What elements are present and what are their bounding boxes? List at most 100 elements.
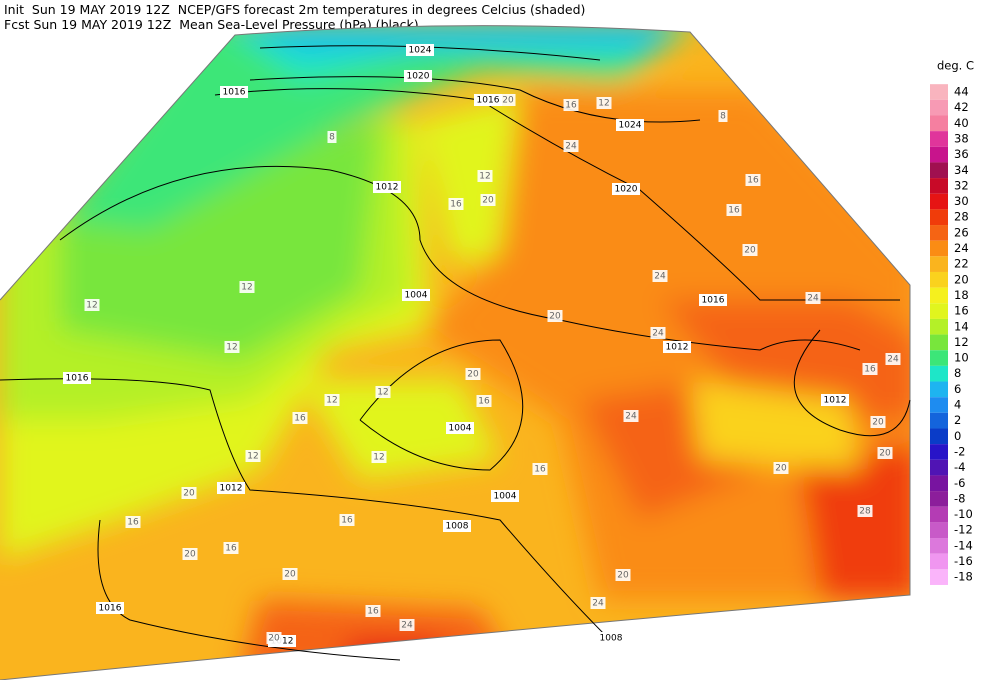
temperature-label-box: [324, 394, 340, 406]
isobar-label: 1012: [271, 637, 294, 647]
temperature-label: 16: [478, 397, 490, 407]
legend-label: 40: [954, 116, 969, 130]
isobar-label-box: [373, 181, 401, 193]
legend-swatch: [930, 256, 948, 272]
legend-label: 16: [954, 304, 969, 318]
isobar-label: 1004: [405, 291, 428, 301]
temperature-label: 8: [720, 112, 726, 122]
temperature-label: 16: [747, 176, 759, 186]
temperature-label: 20: [284, 570, 296, 580]
temperature-label-box: [623, 410, 639, 422]
temperature-label: 16: [127, 518, 139, 528]
isobar-label: 1020: [407, 72, 430, 82]
temperature-label-box: [615, 569, 631, 581]
temperature-label-box: [465, 368, 481, 380]
isobar-label: 1008: [446, 522, 469, 532]
temperature-label-box: [224, 341, 240, 353]
temperature-label: 16: [294, 414, 306, 424]
temperature-label-box: [870, 416, 886, 428]
temperature-label-box: [805, 292, 821, 304]
temperature-label: 20: [744, 246, 756, 256]
temperature-label: 12: [373, 453, 384, 463]
temperature-label-box: [480, 194, 496, 206]
legend-swatch: [930, 146, 948, 163]
temperature-label: 16: [565, 101, 577, 111]
isobar-label: 1008: [600, 634, 623, 644]
legend-label: 12: [954, 335, 969, 349]
temperature-label: 20: [872, 418, 884, 428]
legend-swatch: [930, 397, 948, 413]
legend-swatch: [930, 459, 948, 476]
temperature-label: 12: [241, 283, 252, 293]
temperature-label: 20: [482, 196, 494, 206]
temperature-label: 12: [247, 452, 258, 462]
isobar-label-box: [474, 94, 502, 106]
legend-label: 6: [954, 382, 961, 396]
legend-title: deg. C: [937, 59, 974, 73]
temperature-label-box: [547, 310, 563, 322]
legend-swatch: [930, 365, 948, 382]
temperature-label: 20: [879, 449, 891, 459]
isobar-label: 1016: [477, 96, 500, 106]
legend-swatch: [930, 553, 948, 570]
legend-swatch: [930, 115, 948, 132]
isobar-label-box: [612, 183, 640, 195]
temperature-label: 24: [807, 294, 819, 304]
temperature-label-box: [652, 270, 668, 282]
legend-swatch: [930, 522, 948, 539]
temperature-label-box: [476, 395, 492, 407]
temperature-label: 20: [184, 550, 196, 560]
legend-label: 10: [954, 351, 969, 365]
temperature-label-box: [245, 450, 261, 462]
temperature-label-box: [563, 99, 579, 111]
temperature-label-box: [239, 281, 255, 293]
temperature-label-box: [563, 140, 579, 152]
temperature-label: 20: [502, 96, 514, 106]
legend-label: -6: [954, 476, 965, 490]
temperature-label: 20: [549, 312, 561, 322]
temperature-label: 20: [467, 370, 479, 380]
legend-label: 28: [954, 210, 969, 224]
temperature-label: 24: [654, 272, 666, 282]
legend-label: 38: [954, 131, 969, 145]
isobar-label-box: [402, 289, 430, 301]
temperature-label-box: [266, 632, 282, 644]
legend-label: 4: [954, 398, 961, 412]
legend-label: 42: [954, 100, 969, 114]
temperature-label: 12: [226, 343, 237, 353]
temperature-label: 12: [326, 396, 337, 406]
isobar-label-box: [96, 602, 124, 614]
temperature-label-box: [877, 447, 893, 459]
isobar-label-box: [220, 86, 248, 98]
temperature-label-box: [223, 542, 239, 554]
isobar-label: 1024: [409, 46, 432, 56]
legend-swatch: [930, 271, 948, 288]
isobar-label-box: [821, 394, 849, 406]
temperature-label-box: [181, 487, 197, 499]
legend-label: 18: [954, 288, 969, 302]
legend-label: -18: [954, 570, 973, 584]
temperature-label: 20: [183, 489, 195, 499]
legend-label: 44: [954, 85, 969, 99]
temperature-label-box: [371, 451, 387, 463]
legend-swatch: [930, 412, 948, 429]
isobar-label-box: [616, 119, 644, 131]
temperature-label: 12: [86, 301, 97, 311]
legend-swatch: [930, 209, 948, 226]
legend-label: -4: [954, 460, 965, 474]
legend-swatch: [930, 225, 948, 241]
temperature-label: 12: [598, 99, 609, 109]
temperature-label-box: [282, 568, 298, 580]
legend-swatch: [930, 240, 948, 257]
temperature-label: 28: [859, 507, 871, 517]
isobar-label: 1016: [99, 604, 122, 614]
legend-swatch: [930, 491, 948, 507]
legend-swatch: [930, 428, 948, 445]
isobar-label-box: [217, 482, 245, 494]
temperature-label-box: [500, 94, 516, 106]
temperature-label: 16: [864, 365, 876, 375]
temperature-label-box: [726, 204, 742, 216]
legend-swatch: [930, 334, 948, 351]
isobar-label: 1020: [615, 185, 638, 195]
